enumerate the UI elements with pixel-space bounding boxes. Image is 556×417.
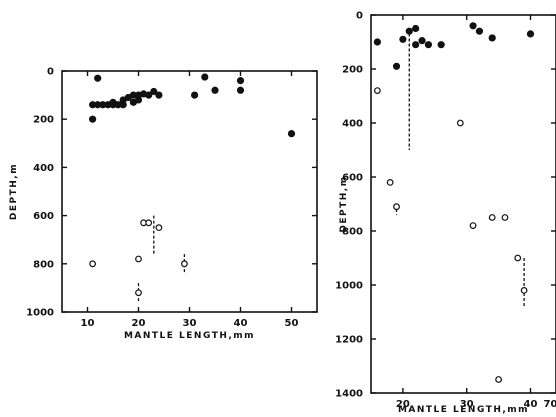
data-point-open [495, 376, 502, 383]
y-tick-label: 200 [33, 115, 54, 126]
data-point-filled [424, 41, 433, 49]
data-point-filled [437, 41, 445, 49]
y-tick-label: 600 [342, 173, 363, 184]
x-tick-label: 40 [524, 399, 538, 410]
data-point-open [373, 87, 381, 94]
data-point-open [456, 119, 464, 127]
x-tick-label: 20 [396, 399, 410, 410]
x-tick-label: 30 [183, 318, 197, 329]
x-tick-label: 20 [132, 318, 146, 329]
data-point-filled [392, 62, 401, 70]
left-depth-chart: 0 200 400 600 800 1000 10 20 30 40 50 MANTLE LENGTH… [9, 67, 318, 341]
data-point-open [488, 214, 496, 221]
data-point-open [386, 178, 394, 186]
data-point-filled [526, 30, 535, 38]
right-depth-chart: 0 200 400 600 800 1000 1200 1400 20 30 40 70 MANTLE … [335, 11, 556, 415]
data-point-open [135, 289, 142, 297]
x-axis-label: MANTLE LENGTH,mm [398, 405, 529, 415]
y-tick-label: 1200 [335, 335, 363, 346]
x-tick-label-extra: 70 [544, 399, 556, 410]
data-point-open [520, 287, 528, 294]
data-point-open [501, 214, 509, 221]
data-point-filled [191, 91, 199, 99]
data-point-open [180, 260, 188, 268]
data-point-filled [236, 77, 245, 85]
y-tick-label: 1400 [335, 389, 363, 400]
data-point-open [393, 203, 400, 211]
data-point-filled [236, 86, 245, 94]
data-point-filled [287, 130, 296, 138]
data-point-filled [399, 35, 407, 43]
data-point-filled [89, 115, 97, 123]
x-tick-label: 50 [285, 318, 299, 329]
x-tick-label: 40 [234, 318, 248, 329]
y-tick-label: 1000 [26, 308, 54, 319]
y-tick-label: 0 [47, 67, 54, 78]
y-tick-label: 800 [342, 227, 363, 238]
data-point-open [145, 219, 153, 227]
data-point-filled [412, 24, 420, 33]
y-tick-label: 400 [33, 163, 54, 174]
y-axis-label: DEPTH,m [339, 175, 349, 232]
data-point-filled [488, 34, 496, 42]
x-axis-label: MANTLE LENGTH,mm [124, 331, 255, 341]
x-tick-label: 10 [81, 318, 95, 329]
plot-frame [370, 14, 556, 394]
data-point-filled [469, 22, 477, 30]
y-tick-label: 200 [342, 65, 363, 76]
data-point-filled [155, 91, 163, 99]
data-point-filled [373, 38, 381, 46]
data-point-filled [150, 87, 158, 96]
y-tick-label: 1000 [335, 281, 363, 292]
data-point-filled [119, 101, 127, 109]
data-point-filled [201, 73, 209, 81]
y-tick-label: 400 [342, 119, 363, 130]
data-point-open [89, 260, 96, 268]
data-point-filled [418, 37, 426, 45]
data-point-open [135, 255, 142, 263]
y-tick-label: 600 [33, 211, 54, 222]
data-point-filled [211, 86, 219, 94]
data-point-open [514, 254, 522, 262]
data-point-filled [405, 27, 413, 35]
data-point-open [155, 224, 163, 232]
data-point-filled [412, 41, 420, 49]
data-point-filled [145, 91, 153, 99]
y-tick-label: 0 [356, 11, 363, 22]
data-point-filled [94, 74, 102, 82]
x-tick-label: 30 [460, 399, 474, 410]
data-point-filled [475, 27, 484, 35]
y-tick-label: 800 [33, 259, 54, 270]
y-axis-label: DEPTH,m [9, 163, 19, 220]
data-point-filled [134, 96, 143, 104]
data-point-open [469, 222, 477, 230]
